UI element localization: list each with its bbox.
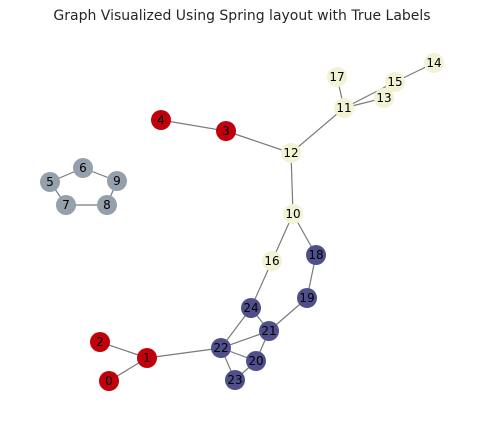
node-label-23: 23: [227, 373, 242, 387]
edge-12-10: [290, 152, 294, 215]
node-13: 13: [374, 88, 394, 108]
node-20: 20: [246, 351, 266, 371]
node-circle-2: [90, 332, 110, 352]
node-label-3: 3: [222, 124, 230, 138]
node-3: 3: [216, 121, 236, 141]
node-circle-12: [281, 143, 301, 163]
node-circle-4: [151, 110, 171, 130]
node-19: 19: [297, 288, 317, 308]
node-circle-11: [334, 98, 354, 118]
node-label-16: 16: [264, 254, 279, 268]
graph-title: Graph Visualized Using Spring layout wit…: [53, 8, 431, 24]
edge-3-12: [225, 130, 292, 154]
node-21: 21: [259, 321, 279, 341]
node-label-1: 1: [143, 351, 151, 365]
node-circle-24: [241, 298, 261, 318]
node-label-21: 21: [261, 324, 276, 338]
node-label-20: 20: [248, 354, 263, 368]
node-circle-8: [97, 195, 117, 215]
node-label-19: 19: [299, 291, 314, 305]
node-circle-15: [385, 72, 405, 92]
node-circle-18: [306, 245, 326, 265]
node-14: 14: [424, 53, 444, 73]
node-label-11: 11: [336, 101, 351, 115]
node-circle-7: [56, 195, 76, 215]
node-17: 17: [327, 67, 347, 87]
node-circle-20: [246, 351, 266, 371]
node-label-4: 4: [157, 113, 165, 127]
node-11: 11: [334, 98, 354, 118]
node-label-2: 2: [96, 335, 104, 349]
node-label-10: 10: [285, 207, 300, 221]
node-4: 4: [151, 110, 171, 130]
node-12: 12: [281, 143, 301, 163]
node-5: 5: [40, 172, 60, 192]
node-label-15: 15: [387, 75, 402, 89]
edge-layer: [49, 62, 435, 382]
node-23: 23: [225, 370, 245, 390]
node-0: 0: [99, 371, 119, 391]
node-24: 24: [241, 298, 261, 318]
node-label-24: 24: [243, 301, 258, 315]
node-label-13: 13: [376, 91, 391, 105]
node-circle-21: [259, 321, 279, 341]
node-7: 7: [56, 195, 76, 215]
node-6: 6: [73, 158, 93, 178]
edge-4-3: [160, 119, 227, 132]
node-label-6: 6: [79, 161, 87, 175]
node-9: 9: [107, 171, 127, 191]
edge-12-11: [290, 107, 345, 154]
node-circle-5: [40, 172, 60, 192]
node-label-18: 18: [308, 248, 323, 262]
node-22: 22: [211, 338, 231, 358]
node-2: 2: [90, 332, 110, 352]
node-circle-19: [297, 288, 317, 308]
node-circle-6: [73, 158, 93, 178]
node-label-9: 9: [113, 174, 121, 188]
node-label-0: 0: [105, 374, 113, 388]
node-circle-13: [374, 88, 394, 108]
node-label-7: 7: [62, 198, 70, 212]
node-label-8: 8: [103, 198, 111, 212]
node-label-12: 12: [283, 146, 298, 160]
edge-1-22: [146, 347, 222, 359]
node-label-17: 17: [329, 70, 344, 84]
node-circle-3: [216, 121, 236, 141]
node-circle-16: [262, 251, 282, 271]
node-circle-10: [283, 204, 303, 224]
node-label-14: 14: [426, 56, 441, 70]
node-label-22: 22: [213, 341, 228, 355]
node-1: 1: [137, 348, 157, 368]
node-circle-23: [225, 370, 245, 390]
node-10: 10: [283, 204, 303, 224]
node-8: 8: [97, 195, 117, 215]
node-16: 16: [262, 251, 282, 271]
node-15: 15: [385, 72, 405, 92]
node-circle-9: [107, 171, 127, 191]
node-circle-14: [424, 53, 444, 73]
node-circle-17: [327, 67, 347, 87]
node-circle-22: [211, 338, 231, 358]
node-label-5: 5: [46, 175, 54, 189]
node-18: 18: [306, 245, 326, 265]
node-circle-0: [99, 371, 119, 391]
node-circle-1: [137, 348, 157, 368]
